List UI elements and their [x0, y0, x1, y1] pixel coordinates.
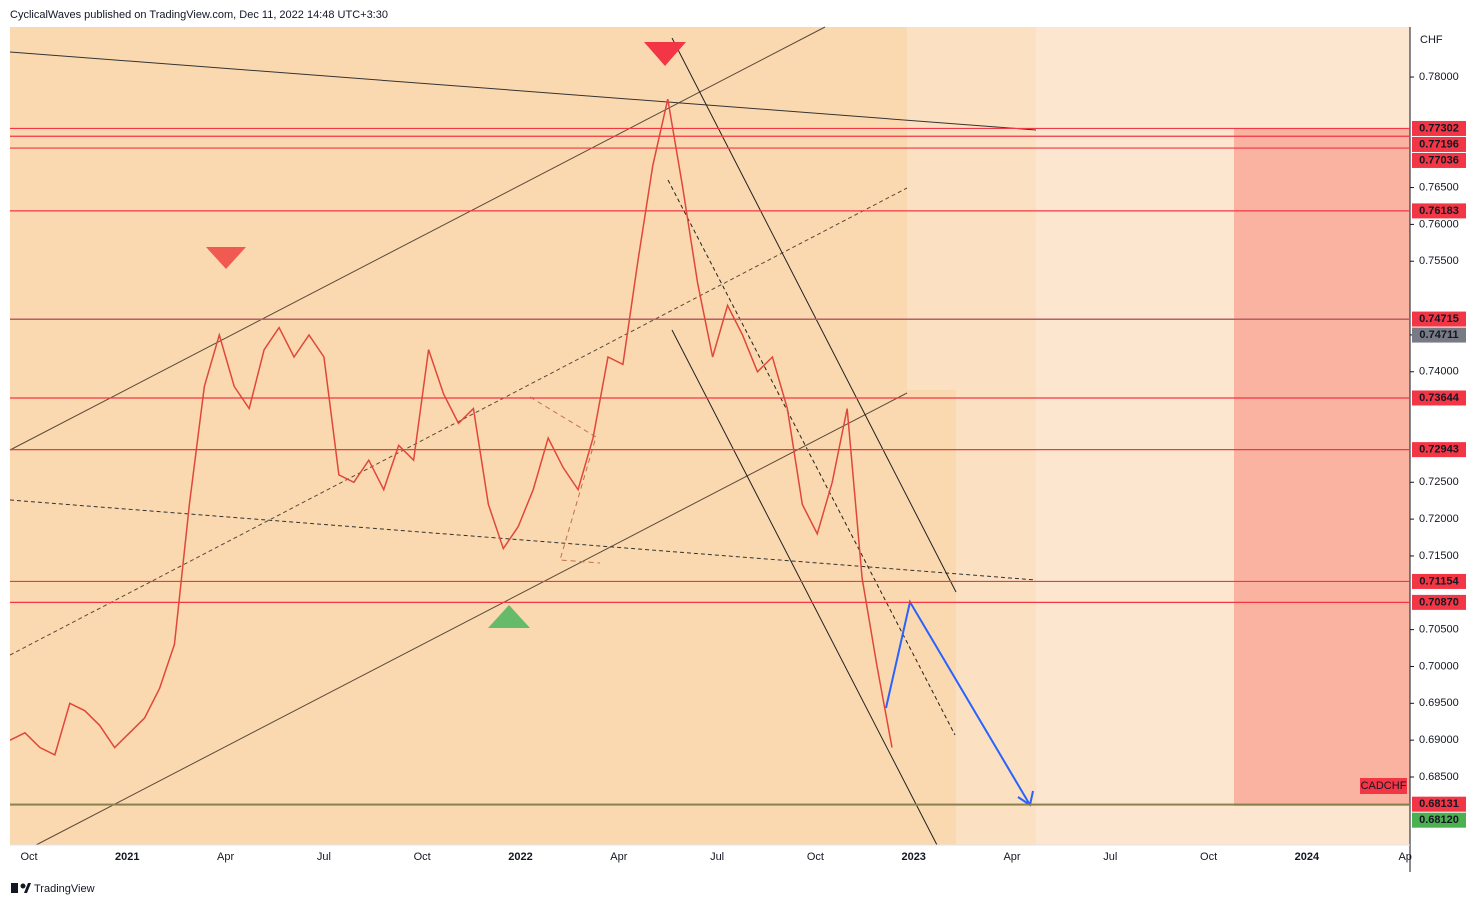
channel-line: [9, 26, 826, 451]
y-tick-label: 0.72000: [1419, 513, 1459, 525]
y-tick-label: 0.70500: [1419, 624, 1459, 636]
x-tick-label: Ap: [1398, 851, 1411, 863]
level-label: 0.77036: [1419, 154, 1459, 166]
y-tick-label: 0.69500: [1419, 697, 1459, 709]
level-label: 0.74711: [1419, 329, 1458, 341]
level-label: 0.74715: [1419, 313, 1459, 325]
x-tick-label: 2024: [1295, 851, 1320, 863]
level-label-box: [1412, 311, 1466, 327]
x-tick-label: Oct: [1200, 851, 1217, 863]
x-tick-label: 2021: [115, 851, 139, 863]
x-tick-label: Oct: [414, 851, 431, 863]
level-label-box: [1412, 442, 1466, 458]
x-tick-label: Oct: [20, 851, 37, 863]
level-label-box: [1412, 812, 1466, 828]
footer-text: TradingView: [34, 883, 95, 895]
y-tick-label: 0.72500: [1419, 476, 1459, 488]
flag: [529, 396, 601, 564]
level-label: 0.68131: [1419, 798, 1459, 810]
y-tick-label: 0.71500: [1419, 550, 1459, 562]
level-label-box: [1412, 594, 1466, 610]
level-label-box: [1412, 573, 1466, 589]
zone: [956, 390, 1036, 845]
level-label: 0.77196: [1419, 138, 1459, 150]
target-zone: [1234, 128, 1410, 806]
y-tick-label: 0.68500: [1419, 771, 1459, 783]
x-tick-label: 2022: [508, 851, 532, 863]
logo: [11, 883, 18, 893]
zone: [907, 27, 1036, 390]
x-tick-label: Apr: [610, 851, 627, 863]
y-tick-label: 0.75500: [1419, 255, 1459, 267]
symbol-label: CADCHF: [1361, 780, 1407, 792]
down-channel-mid: [667, 179, 956, 736]
x-tick-label: Jul: [1103, 851, 1117, 863]
level-label-box: [1412, 327, 1466, 343]
channel-mid: [9, 187, 908, 656]
logo: [24, 883, 31, 893]
level-label: 0.71154: [1419, 575, 1459, 587]
zone: [10, 27, 907, 845]
level-label-box: [1412, 390, 1466, 406]
top-marker: [206, 247, 246, 269]
y-tick-label: 0.69000: [1419, 734, 1459, 746]
x-tick-label: Oct: [807, 851, 824, 863]
footer: TradingView: [11, 883, 95, 895]
level-label-box: [1412, 120, 1466, 136]
bottom-marker: [488, 605, 530, 628]
level-label-box: [1412, 152, 1466, 168]
level-label: 0.72943: [1419, 444, 1459, 456]
down-channel: [671, 37, 957, 593]
logo: [20, 883, 26, 889]
level-label: 0.70870: [1419, 596, 1459, 608]
y-tick-label: 0.78000: [1419, 71, 1459, 83]
x-tick-label: 2023: [901, 851, 925, 863]
header: CyclicalWaves published on TradingView.c…: [10, 9, 388, 21]
level-label: 0.77302: [1419, 122, 1459, 134]
level-label-box: [1412, 136, 1466, 152]
level-label-box: [1412, 796, 1466, 812]
price-line: [9, 98, 893, 756]
channel-line: [35, 392, 908, 846]
x-tick-label: Apr: [1003, 851, 1020, 863]
x-tick-label: Jul: [710, 851, 724, 863]
level-label: 0.73644: [1419, 392, 1460, 404]
trend-line: [9, 499, 1037, 581]
y-tick-label: 0.74000: [1419, 366, 1459, 378]
level-label-box: [1412, 203, 1466, 219]
level-label: 0.76183: [1419, 205, 1459, 217]
symbol-box: [1360, 778, 1407, 794]
y-tick-label: 0.70000: [1419, 660, 1459, 672]
x-tick-label: Apr: [217, 851, 234, 863]
top-marker: [644, 42, 686, 66]
y-tick-label: 0.76000: [1419, 218, 1459, 230]
level-label: 0.68120: [1419, 814, 1459, 826]
zone: [907, 390, 956, 845]
y-tick-label: 0.76500: [1419, 181, 1459, 193]
down-channel: [671, 329, 938, 846]
trend-line: [9, 51, 1037, 131]
currency: CHF: [1420, 34, 1443, 46]
x-tick-label: Jul: [317, 851, 331, 863]
